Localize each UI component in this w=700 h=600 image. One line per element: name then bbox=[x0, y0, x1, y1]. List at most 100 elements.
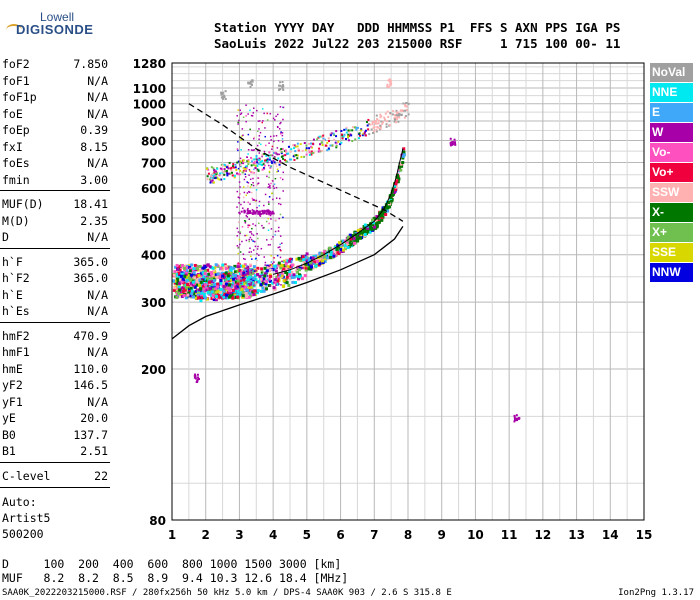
echo-point bbox=[259, 277, 263, 281]
echo-point bbox=[252, 276, 256, 280]
echo-point bbox=[268, 203, 270, 205]
echo-point bbox=[258, 254, 260, 256]
echo-point bbox=[281, 138, 284, 140]
echo-point bbox=[254, 164, 257, 167]
echo-point bbox=[345, 126, 348, 129]
echo-point bbox=[279, 243, 281, 246]
echo-point bbox=[189, 286, 193, 290]
param-name: fxI bbox=[2, 139, 23, 154]
echo-point bbox=[256, 233, 258, 235]
param-row-foes: foEs N/A bbox=[2, 156, 108, 172]
echo-point bbox=[267, 229, 270, 232]
echo-point bbox=[208, 286, 212, 290]
echo-point bbox=[238, 279, 242, 283]
echo-point bbox=[348, 233, 352, 237]
echo-point bbox=[366, 227, 370, 231]
echo-point bbox=[275, 279, 278, 281]
echo-point bbox=[256, 144, 259, 147]
echo-point bbox=[269, 244, 271, 246]
echo-point bbox=[279, 235, 282, 237]
echo-point bbox=[247, 224, 249, 226]
param-name: MUF(D) bbox=[2, 197, 44, 211]
echo-point bbox=[224, 164, 227, 167]
echo-point bbox=[232, 165, 235, 168]
echo-point bbox=[269, 265, 273, 269]
echo-point bbox=[249, 263, 253, 267]
echo-point bbox=[312, 262, 316, 266]
echo-point bbox=[252, 234, 255, 236]
echo-point bbox=[226, 174, 229, 177]
echo-point bbox=[348, 241, 352, 245]
param-value: 2.51 bbox=[80, 444, 108, 458]
echo-point bbox=[355, 128, 358, 131]
echo-point bbox=[242, 160, 245, 162]
echo-point bbox=[239, 160, 242, 163]
echo-point bbox=[268, 196, 271, 198]
echo-point bbox=[282, 267, 286, 271]
echo-point bbox=[376, 118, 379, 121]
echo-point bbox=[198, 284, 202, 288]
echo-point bbox=[246, 192, 249, 194]
echo-point bbox=[248, 174, 250, 176]
echo-point bbox=[262, 120, 264, 122]
echo-point bbox=[244, 293, 248, 297]
echo-point bbox=[279, 256, 282, 259]
echo-point bbox=[216, 272, 220, 276]
echo-point bbox=[285, 160, 288, 163]
param-value: N/A bbox=[87, 90, 108, 104]
echo-point bbox=[265, 239, 268, 241]
echo-point bbox=[225, 279, 229, 283]
echo-point bbox=[247, 182, 250, 184]
echo-point bbox=[236, 265, 240, 269]
echo-point bbox=[249, 279, 253, 283]
echo-point bbox=[288, 270, 292, 274]
echo-point bbox=[249, 128, 251, 131]
echo-point bbox=[267, 217, 270, 220]
echo-point bbox=[211, 180, 214, 183]
param-value: 110.0 bbox=[73, 361, 108, 376]
echo-point bbox=[183, 268, 187, 272]
echo-point bbox=[190, 292, 194, 296]
echo-point bbox=[397, 165, 401, 169]
param-name: yE bbox=[2, 411, 16, 425]
echo-point bbox=[266, 119, 269, 121]
echo-point bbox=[402, 153, 406, 157]
echo-point bbox=[371, 221, 375, 225]
echo-point bbox=[172, 273, 176, 277]
echo-point bbox=[211, 266, 215, 270]
echo-point bbox=[332, 132, 335, 135]
echo-point bbox=[259, 210, 262, 213]
auto-line1: Auto: bbox=[2, 494, 37, 509]
echo-point bbox=[388, 86, 391, 89]
echo-point bbox=[200, 295, 204, 299]
echo-point bbox=[193, 374, 196, 377]
echo-point bbox=[199, 280, 203, 284]
echo-point bbox=[317, 136, 320, 139]
echo-point bbox=[212, 181, 215, 184]
echo-point bbox=[281, 132, 284, 134]
echo-point bbox=[386, 209, 390, 213]
echo-point bbox=[272, 281, 275, 284]
echo-point bbox=[298, 268, 302, 272]
y-tick-label: 80 bbox=[149, 514, 166, 528]
echo-point bbox=[252, 177, 254, 180]
echo-point bbox=[233, 264, 237, 268]
echo-point bbox=[263, 150, 266, 153]
echo-point bbox=[259, 214, 261, 216]
param-value: 22 bbox=[94, 468, 108, 483]
param-name: hmE bbox=[2, 361, 23, 376]
echo-point bbox=[290, 148, 293, 151]
echo-point bbox=[345, 138, 348, 141]
echo-point bbox=[219, 291, 223, 295]
echo-point bbox=[369, 224, 373, 228]
echo-point bbox=[271, 161, 274, 164]
echo-point bbox=[243, 168, 246, 171]
echo-point bbox=[248, 251, 250, 253]
echo-point bbox=[402, 147, 406, 151]
echo-point bbox=[513, 420, 516, 423]
x-tick-label: 6 bbox=[336, 528, 344, 542]
param-row-md: M(D) 2.35 bbox=[2, 214, 108, 230]
param-value: N/A bbox=[87, 345, 108, 359]
echo-point bbox=[292, 144, 295, 147]
echo-point bbox=[229, 294, 233, 298]
